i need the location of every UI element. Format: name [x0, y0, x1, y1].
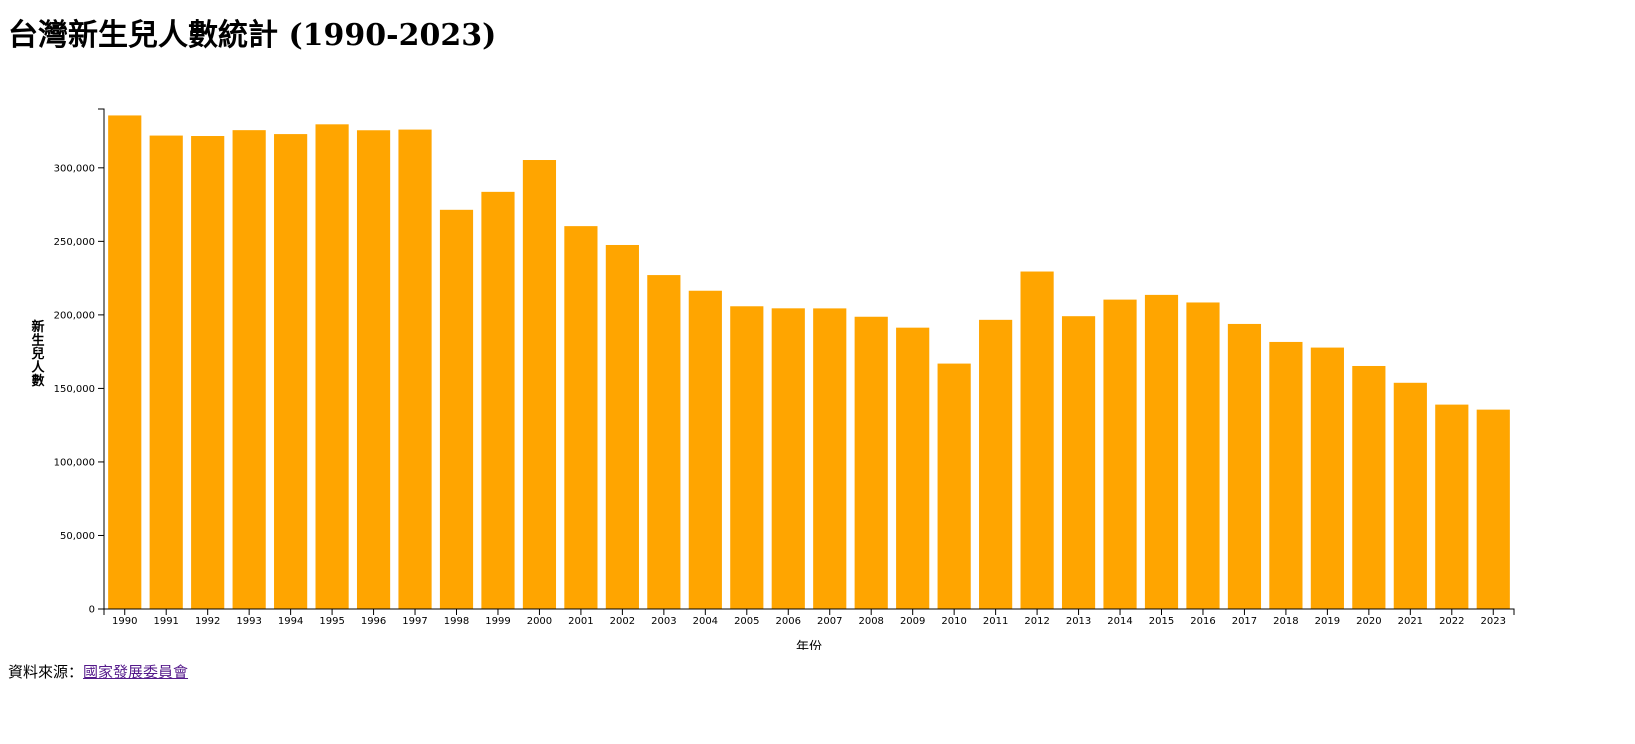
x-tick-label: 2013: [1066, 616, 1091, 627]
x-tick-label: 2011: [983, 616, 1008, 627]
bar-1999: [481, 191, 515, 609]
x-tick-label: 2021: [1398, 616, 1423, 627]
x-tick-label: 2001: [568, 616, 593, 627]
bar-1998: [439, 209, 474, 609]
bar-1992: [191, 136, 225, 609]
bar-2011: [979, 319, 1013, 609]
x-tick-label: 1991: [153, 616, 178, 627]
x-tick-label: 2018: [1273, 616, 1298, 627]
bar-2014: [1103, 299, 1137, 609]
y-tick-label: 200,000: [54, 310, 95, 321]
x-tick-label: 2004: [693, 616, 718, 627]
x-tick-label: 1992: [195, 616, 220, 627]
source-label: 資料來源：: [8, 663, 84, 681]
bar-2017: [1227, 323, 1262, 609]
source-link[interactable]: 國家發展委員會: [83, 663, 189, 681]
bar-2007: [813, 308, 847, 609]
bar-2009: [896, 327, 930, 609]
bar-2020: [1352, 365, 1386, 609]
bar-1993: [232, 130, 266, 609]
y-axis-line: [98, 108, 105, 610]
bar-1991: [149, 135, 183, 609]
x-tick-label: 2023: [1481, 616, 1506, 627]
y-tick-label: 50,000: [60, 531, 95, 542]
bar-2016: [1186, 302, 1220, 609]
y-axis-label: 新生兒人數: [31, 319, 45, 389]
bar-1995: [315, 124, 349, 609]
bar-2023: [1476, 409, 1510, 609]
bar-2004: [688, 290, 722, 609]
bar-2003: [647, 275, 681, 609]
x-tick-label: 1999: [485, 616, 510, 627]
x-tick-label: 1996: [361, 616, 386, 627]
x-tick-label: 2016: [1190, 616, 1215, 627]
x-axis: 1990 1991 1992 1993 1994 1995 1996 1997 1998 1999…: [103, 608, 1515, 627]
x-tick-label: 2007: [817, 616, 842, 627]
x-tick-label: 2022: [1439, 616, 1464, 627]
bar-2008: [854, 316, 888, 609]
source-line: 資料來源：國家發展委員會: [8, 661, 188, 682]
bar-2010: [937, 363, 971, 609]
y-tick-label: 0: [89, 605, 95, 616]
x-tick-label: 1995: [319, 616, 344, 627]
x-axis-line: [103, 608, 1515, 615]
bar-2001: [564, 226, 598, 609]
x-tick-label: 2012: [1024, 616, 1049, 627]
x-tick-label: 2009: [900, 616, 925, 627]
x-tick-label: 1993: [236, 616, 261, 627]
x-tick-label: 1994: [278, 616, 303, 627]
x-axis-label: 年份: [796, 640, 822, 650]
x-tick-label: 2019: [1315, 616, 1340, 627]
x-tick-label: 1990: [112, 616, 137, 627]
bar-2002: [605, 244, 639, 610]
y-axis: 0 50,000 100,000 150,000 200,000 250,000 300,0…: [54, 108, 105, 616]
page-title: 台灣新生兒人數統計 (1990-2023): [8, 18, 497, 53]
bars-layer: [108, 115, 1510, 610]
bar-2013: [1061, 316, 1096, 609]
x-tick-label: 2015: [1149, 616, 1174, 627]
x-tick-label: 2002: [610, 616, 635, 627]
x-tick-label: 2008: [858, 616, 883, 627]
y-tick-label: 150,000: [54, 384, 95, 395]
y-tick-label: 300,000: [54, 163, 95, 174]
x-tick-label: 2010: [941, 616, 966, 627]
x-tick-label: 2005: [734, 616, 759, 627]
bar-1994: [274, 134, 308, 609]
x-tick-label: 2006: [776, 616, 801, 627]
bar-2006: [771, 308, 805, 609]
x-tick-label: 1997: [402, 616, 427, 627]
bar-1997: [398, 129, 432, 609]
x-tick-label: 2017: [1232, 616, 1257, 627]
bar-2019: [1310, 347, 1344, 609]
x-tick-label: 2014: [1107, 616, 1132, 627]
bar-2015: [1144, 294, 1179, 609]
y-tick-label: 100,000: [54, 457, 95, 468]
bar-2005: [730, 306, 764, 609]
bar-2022: [1435, 404, 1469, 609]
x-tick-label: 2020: [1356, 616, 1381, 627]
bar-2012: [1020, 271, 1054, 609]
bar-2000: [522, 160, 557, 609]
x-tick-label: 2003: [651, 616, 676, 627]
x-tick-label: 1998: [444, 616, 469, 627]
bar-1996: [356, 130, 391, 609]
bar-2021: [1393, 382, 1427, 609]
bar-1990: [108, 115, 142, 609]
y-tick-label: 250,000: [54, 237, 95, 248]
x-tick-label: 2000: [527, 616, 552, 627]
bar-chart: 0 50,000 100,000 150,000 200,000 250,000 300,0…: [31, 108, 1515, 650]
bar-2018: [1269, 341, 1303, 609]
